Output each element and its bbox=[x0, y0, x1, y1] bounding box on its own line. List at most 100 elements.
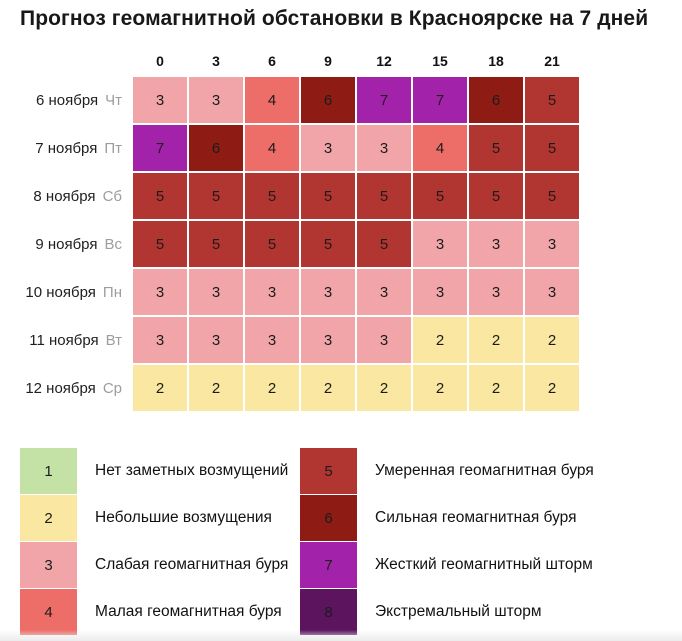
legend-label: Малая геомагнитная буря bbox=[95, 603, 282, 620]
row-label: 10 ноября Пн bbox=[20, 268, 132, 316]
kp-index-cell: 2 bbox=[132, 364, 188, 412]
row-date: 8 ноября bbox=[33, 187, 96, 205]
legend-label: Умеренная геомагнитная буря bbox=[375, 462, 594, 479]
legend-item: 1 Нет заметных возмущений bbox=[20, 448, 288, 494]
row-weekday: Ср bbox=[102, 379, 122, 397]
kp-index-cell: 2 bbox=[188, 364, 244, 412]
kp-index-cell: 4 bbox=[412, 124, 468, 172]
row-weekday: Вс bbox=[104, 235, 122, 253]
kp-index-cell: 5 bbox=[188, 220, 244, 268]
hour-header: 12 bbox=[376, 53, 392, 69]
legend-label: Слабая геомагнитная буря bbox=[95, 556, 289, 573]
kp-index-cell: 3 bbox=[188, 268, 244, 316]
legend-swatch: 4 bbox=[20, 589, 77, 635]
kp-index-cell: 5 bbox=[244, 172, 300, 220]
kp-index-cell: 6 bbox=[300, 76, 356, 124]
kp-index-cell: 5 bbox=[132, 220, 188, 268]
row-date: 10 ноября bbox=[25, 283, 96, 301]
kp-index-cell: 2 bbox=[300, 364, 356, 412]
kp-index-cell: 3 bbox=[356, 316, 412, 364]
kp-index-cell: 2 bbox=[244, 364, 300, 412]
hour-header: 9 bbox=[324, 53, 332, 69]
hour-header: 18 bbox=[488, 53, 504, 69]
kp-index-cell: 5 bbox=[524, 124, 580, 172]
kp-index-cell: 3 bbox=[132, 76, 188, 124]
kp-index-cell: 3 bbox=[524, 220, 580, 268]
kp-index-cell: 3 bbox=[188, 316, 244, 364]
kp-index-cell: 3 bbox=[300, 316, 356, 364]
kp-index-cell: 5 bbox=[524, 172, 580, 220]
hour-header: 3 bbox=[212, 53, 220, 69]
kp-index-cell: 3 bbox=[356, 124, 412, 172]
kp-index-cell: 3 bbox=[132, 316, 188, 364]
kp-index-cell: 2 bbox=[524, 364, 580, 412]
row-weekday: Чт bbox=[105, 91, 122, 109]
kp-index-cell: 7 bbox=[132, 124, 188, 172]
kp-index-cell: 3 bbox=[244, 268, 300, 316]
legend-item: 3 Слабая геомагнитная буря bbox=[20, 542, 288, 588]
legend-swatch: 1 bbox=[20, 448, 77, 494]
legend-column-right: 5 Умеренная геомагнитная буря 6 Сильная гео… bbox=[300, 448, 594, 636]
legend-item: 7 Жесткий геомагнитный шторм bbox=[300, 542, 594, 588]
legend-item: 8 Экстремальный шторм bbox=[300, 589, 594, 635]
kp-index-cell: 2 bbox=[412, 316, 468, 364]
legend-swatch: 7 bbox=[300, 542, 357, 588]
hour-header: 6 bbox=[268, 53, 276, 69]
legend-label: Экстремальный шторм bbox=[375, 603, 542, 620]
legend-swatch: 2 bbox=[20, 495, 77, 541]
row-label: 11 ноября Вт bbox=[20, 316, 132, 364]
hour-header: 21 bbox=[544, 53, 560, 69]
row-date: 11 ноября bbox=[29, 331, 99, 349]
kp-index-cell: 3 bbox=[412, 268, 468, 316]
kp-index-cell: 5 bbox=[524, 76, 580, 124]
forecast-heatmap-table: 0 3 6 9 12 15 18 21 6 ноября Чт 3 3 4 6 7 7 6 5 7 ноября Пт… bbox=[20, 48, 580, 412]
kp-index-cell: 4 bbox=[244, 124, 300, 172]
row-label: 12 ноября Ср bbox=[20, 364, 132, 412]
legend-item: 4 Малая геомагнитная буря bbox=[20, 589, 288, 635]
legend-label: Сильная геомагнитная буря bbox=[375, 509, 577, 526]
kp-index-cell: 3 bbox=[188, 76, 244, 124]
kp-index-cell: 3 bbox=[412, 220, 468, 268]
row-weekday: Сб bbox=[102, 187, 122, 205]
kp-index-cell: 5 bbox=[300, 172, 356, 220]
row-weekday: Вт bbox=[105, 331, 122, 349]
kp-index-cell: 5 bbox=[412, 172, 468, 220]
kp-index-cell: 3 bbox=[524, 268, 580, 316]
kp-index-cell: 2 bbox=[468, 364, 524, 412]
row-date: 12 ноября bbox=[25, 379, 96, 397]
kp-index-cell: 3 bbox=[300, 268, 356, 316]
legend-swatch: 3 bbox=[20, 542, 77, 588]
row-label: 8 ноября Сб bbox=[20, 172, 132, 220]
kp-index-cell: 3 bbox=[468, 268, 524, 316]
kp-index-cell: 4 bbox=[244, 76, 300, 124]
kp-index-cell: 3 bbox=[300, 124, 356, 172]
kp-index-cell: 2 bbox=[524, 316, 580, 364]
table-corner bbox=[20, 48, 132, 76]
kp-index-cell: 3 bbox=[132, 268, 188, 316]
hour-header: 15 bbox=[432, 53, 448, 69]
row-date: 9 ноября bbox=[35, 235, 98, 253]
legend-swatch: 6 bbox=[300, 495, 357, 541]
row-label: 9 ноября Вс bbox=[20, 220, 132, 268]
kp-index-cell: 3 bbox=[244, 316, 300, 364]
legend-swatch: 8 bbox=[300, 589, 357, 635]
row-label: 6 ноября Чт bbox=[20, 76, 132, 124]
kp-index-cell: 5 bbox=[356, 172, 412, 220]
kp-index-cell: 5 bbox=[356, 220, 412, 268]
row-date: 6 ноября bbox=[35, 91, 99, 109]
legend-item: 5 Умеренная геомагнитная буря bbox=[300, 448, 594, 494]
kp-index-cell: 5 bbox=[300, 220, 356, 268]
legend-label: Жесткий геомагнитный шторм bbox=[375, 556, 593, 573]
kp-index-cell: 5 bbox=[468, 124, 524, 172]
row-weekday: Пн bbox=[102, 283, 122, 301]
kp-index-cell: 6 bbox=[468, 76, 524, 124]
row-weekday: Пт bbox=[104, 139, 122, 157]
page-title: Прогноз геомагнитной обстановки в Красно… bbox=[20, 7, 649, 30]
kp-index-cell: 5 bbox=[132, 172, 188, 220]
kp-index-cell: 7 bbox=[356, 76, 412, 124]
row-label: 7 ноября Пт bbox=[20, 124, 132, 172]
legend-item: 2 Небольшие возмущения bbox=[20, 495, 288, 541]
kp-index-cell: 2 bbox=[356, 364, 412, 412]
kp-index-cell: 6 bbox=[188, 124, 244, 172]
